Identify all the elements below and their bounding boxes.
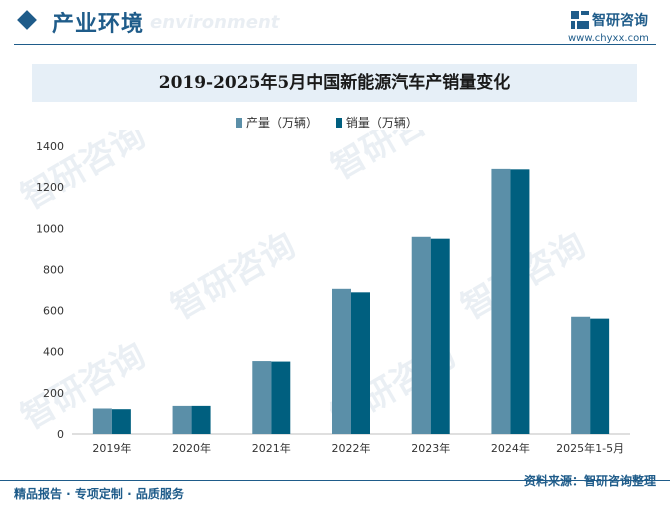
x-tick-label: 2021年	[252, 441, 291, 455]
x-tick-label: 2020年	[172, 441, 211, 455]
legend: 产量（万辆） 销量（万辆）	[236, 114, 432, 130]
bar-production	[571, 316, 591, 434]
footer-tagline: 精品报告 · 专项定制 · 品质服务	[14, 487, 184, 501]
bar-sales	[191, 405, 211, 434]
bar-chart: 0 200 400 600 800 1000 1200 1400 2019年 2020年 2021年…	[36, 140, 630, 455]
section-title: 产业环境	[52, 12, 145, 37]
y-tick-label: 0	[57, 428, 64, 441]
bar-production	[252, 361, 272, 434]
bar-sales	[351, 292, 370, 434]
x-tick-label: 2022年	[332, 441, 371, 455]
header-divider	[14, 44, 656, 45]
x-tick-label: 2023年	[411, 441, 450, 455]
x-tick-label: 2024年	[491, 441, 530, 455]
legend-swatch-sales	[335, 118, 342, 128]
source-note: 资料来源：智研咨询整理	[523, 474, 656, 488]
bar-production	[92, 408, 112, 434]
footer-divider	[0, 480, 670, 481]
y-tick-label: 1000	[36, 222, 64, 235]
y-tick-label: 800	[43, 263, 64, 276]
legend-item-sales: 销量（万辆）	[335, 114, 418, 131]
bar-sales	[510, 169, 530, 434]
bar-production	[172, 405, 192, 434]
bar-sales	[271, 361, 291, 434]
bar-sales	[430, 238, 450, 434]
brand-name: 智研咨询	[592, 13, 648, 29]
bar-production	[332, 288, 351, 434]
legend-swatch-production	[236, 118, 242, 128]
chart-title: 2019-2025年5月中国新能源汽车产销量变化	[158, 73, 511, 93]
x-tick-label: 2019年	[92, 441, 131, 455]
bar-sales	[111, 409, 131, 434]
bar-sales	[590, 318, 610, 434]
x-tick-label: 2025年1-5月	[556, 441, 624, 455]
y-tick-label: 400	[43, 346, 64, 359]
y-tick-label: 1200	[36, 181, 64, 194]
bar-production	[411, 236, 431, 434]
bar-production	[491, 168, 511, 434]
section-subtitle: environment	[150, 12, 280, 33]
legend-item-production: 产量（万辆）	[236, 114, 318, 131]
y-tick-label: 1400	[36, 140, 64, 153]
y-tick-label: 600	[43, 305, 64, 318]
header: 产业环境 environment 智研咨询 www.chyxx.com	[0, 0, 670, 50]
legend-label-production: 产量（万辆）	[246, 116, 319, 130]
legend-label-sales: 销量（万辆）	[345, 116, 418, 130]
brand-logo-icon	[571, 11, 589, 29]
brand-url: www.chyxx.com	[568, 33, 649, 44]
y-tick-label: 200	[43, 387, 64, 400]
chart-title-band: 2019-2025年5月中国新能源汽车产销量变化	[32, 64, 637, 102]
